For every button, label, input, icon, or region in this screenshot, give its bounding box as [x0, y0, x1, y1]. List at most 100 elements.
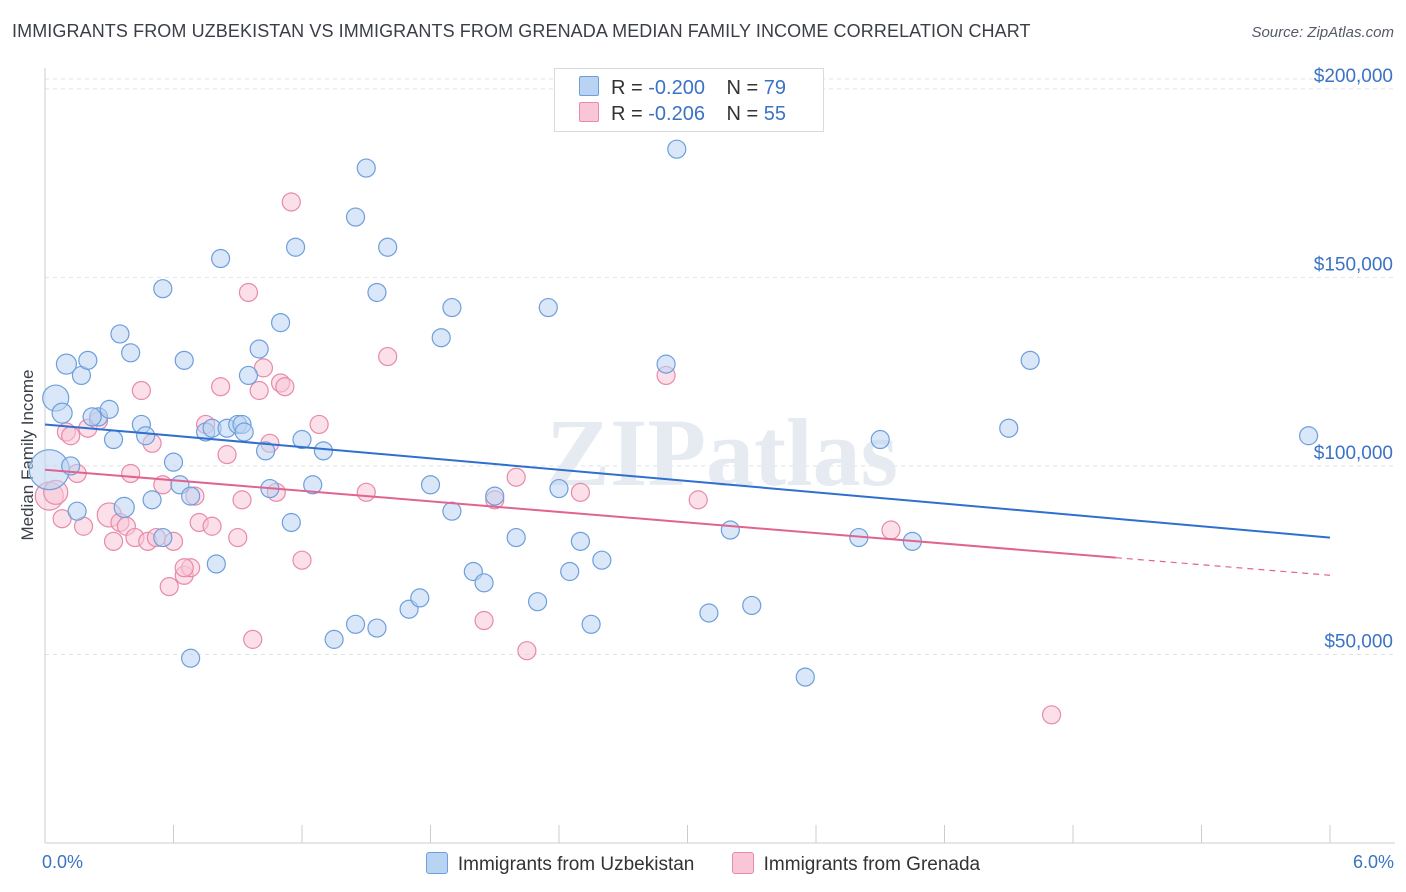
n-value: 55 — [763, 103, 787, 125]
grenada-point — [378, 346, 398, 367]
legend-swatch-pink — [579, 102, 599, 122]
grenada-point — [238, 282, 259, 303]
grenada-point — [159, 576, 179, 597]
uzbekistan-point — [153, 279, 173, 299]
uzbekistan-point — [527, 592, 548, 612]
r-value: -0.200 — [648, 77, 705, 99]
uzbekistan-point — [560, 561, 580, 582]
uzbekistan-point — [238, 365, 259, 386]
uzbekistan-point — [211, 248, 231, 269]
uzbekistan-point — [110, 324, 130, 344]
grenada-point — [517, 641, 537, 661]
grenada-point — [253, 358, 274, 378]
uzbekistan-point — [181, 648, 201, 668]
source-credit: Source: ZipAtlas.com — [1251, 24, 1394, 41]
y-tick-label: $100,000 — [1314, 443, 1393, 464]
legend-label: Immigrants from Grenada — [763, 854, 981, 875]
grenada-point — [103, 531, 124, 551]
uzbekistan-point — [292, 429, 312, 450]
grenada-trend-line — [44, 468, 1116, 559]
uzbekistan-point — [795, 667, 815, 687]
y-tick-label: $50,000 — [1324, 631, 1393, 652]
uzbekistan-point — [136, 426, 156, 446]
uzbekistan-point — [255, 441, 276, 461]
legend-item-uzbekistan[interactable]: Immigrants from Uzbekistan — [425, 852, 695, 876]
grenada-point — [506, 467, 526, 487]
grenada-point — [309, 414, 329, 435]
grenada-point — [174, 558, 194, 578]
uzbekistan-point — [420, 475, 441, 495]
n-label: N = — [726, 77, 764, 99]
grenada-point — [688, 490, 708, 510]
correlation-legend: R = -0.200 N = 79 R = -0.206 N = 55 — [554, 68, 824, 132]
uzbekistan-point — [356, 158, 376, 178]
uzbekistan-trend-line — [44, 423, 1331, 539]
n-label: N = — [726, 103, 764, 125]
grenada-point — [474, 610, 494, 631]
uzbekistan-point — [742, 595, 762, 616]
uzbekistan-point — [121, 343, 141, 363]
uzbekistan-point — [367, 618, 387, 638]
uzbekistan-point — [285, 237, 306, 257]
series-legend: Immigrants from Uzbekistan Immigrants fr… — [0, 852, 1406, 876]
uzbekistan-point — [549, 478, 569, 499]
uzbekistan-point — [234, 422, 254, 442]
uzbekistan-point — [163, 452, 184, 472]
uzbekistan-point — [78, 350, 98, 370]
uzbekistan-point — [367, 282, 387, 303]
grenada-point — [131, 380, 151, 401]
uzbekistan-point — [506, 527, 526, 548]
grenada-point — [281, 192, 301, 212]
uzbekistan-point — [485, 486, 505, 506]
y-tick-labels: $50,000 $100,000 $150,000 $200,000 — [1314, 66, 1393, 653]
uzbekistan-point — [142, 490, 162, 510]
uzbekistan-point — [1298, 426, 1319, 446]
uzbekistan-point — [1020, 350, 1040, 370]
uzbekistan-point — [581, 614, 601, 634]
uzbekistan-point — [345, 207, 366, 227]
grenada-point — [881, 520, 901, 540]
legend-row-uzbekistan: R = -0.200 N = 79 — [579, 76, 786, 100]
legend-label: Immigrants from Uzbekistan — [457, 854, 695, 875]
uzbekistan-point — [592, 550, 612, 570]
grenada-point — [61, 426, 81, 446]
uzbekistan-point — [82, 407, 102, 427]
uzbekistan-point — [410, 588, 430, 608]
uzbekistan-point — [153, 527, 173, 548]
uzbekistan-point — [303, 475, 323, 495]
legend-swatch-pink — [731, 852, 754, 874]
grenada-point — [228, 527, 248, 548]
uzbekistan-point — [51, 402, 73, 424]
chart-title: IMMIGRANTS FROM UZBEKISTAN VS IMMIGRANTS… — [12, 21, 1031, 41]
uzbekistan-point — [999, 418, 1019, 438]
uzbekistan-point — [345, 614, 366, 634]
grenada-point — [356, 482, 376, 502]
uzbekistan-point — [656, 354, 676, 374]
trend-lines — [44, 423, 1331, 576]
uzbekistan-point — [206, 554, 226, 574]
axes — [44, 68, 1395, 844]
grenada-trend-extension — [1115, 557, 1331, 576]
grenada-point — [249, 380, 269, 401]
grenada-point — [121, 463, 141, 484]
uzbekistan-point — [55, 353, 78, 375]
legend-item-grenada[interactable]: Immigrants from Grenada — [731, 852, 981, 876]
grenada-point — [292, 550, 312, 570]
uzbekistan-point — [570, 531, 591, 551]
n-value: 79 — [763, 77, 787, 99]
uzbekistan-point — [249, 339, 269, 359]
grenada-point — [275, 377, 295, 397]
uzbekistan-point — [61, 456, 81, 476]
uzbekistan-point — [538, 297, 558, 318]
legend-swatch-blue — [425, 852, 448, 874]
uzbekistan-point — [474, 573, 494, 593]
grenada-point — [232, 490, 252, 510]
r-label: R = — [611, 103, 649, 125]
uzbekistan-point — [113, 496, 135, 519]
uzbekistan-point — [313, 441, 334, 461]
grenada-point — [1041, 705, 1062, 725]
uzbekistan-point — [442, 501, 462, 521]
legend-swatch-blue — [579, 76, 599, 96]
r-value: -0.206 — [648, 103, 705, 125]
